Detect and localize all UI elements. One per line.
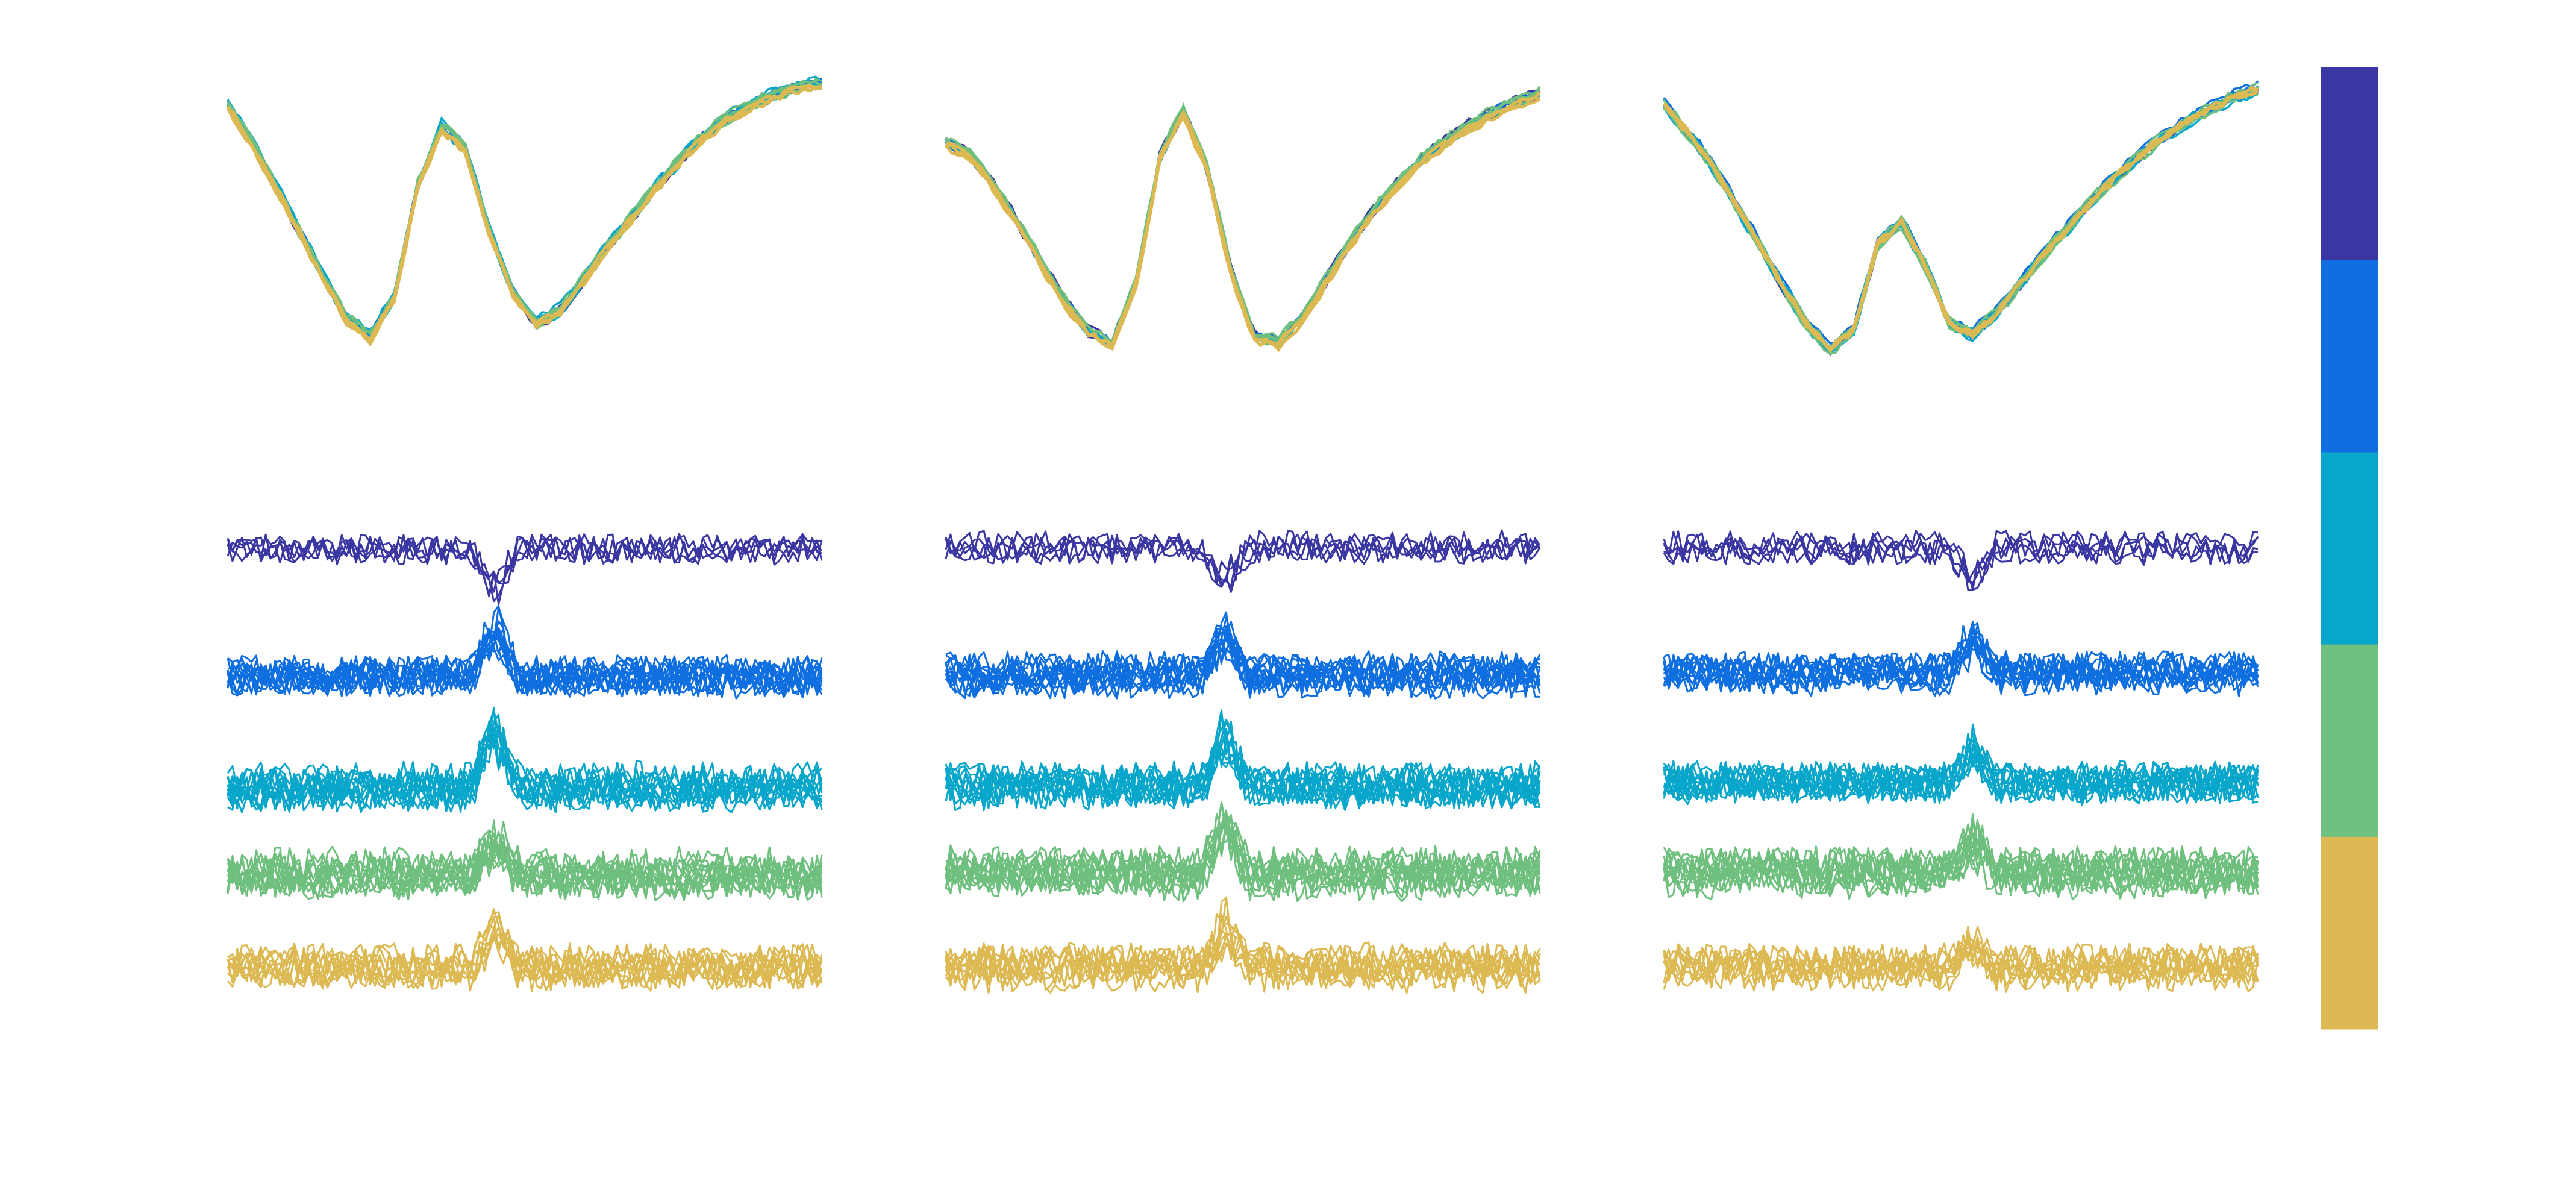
mean-waveform-trace	[1663, 81, 2259, 349]
panel-column-1	[226, 75, 823, 992]
trial-trace	[945, 721, 1541, 798]
trial-trace	[227, 723, 822, 801]
mean-waveform-overlay	[1662, 80, 2259, 356]
trial-trace	[227, 634, 823, 697]
trial-trace	[1663, 628, 2259, 697]
trial-traces-row-4	[1663, 813, 2259, 901]
trial-trace	[227, 932, 823, 989]
trial-trace	[227, 634, 823, 695]
trial-trace	[227, 924, 823, 989]
mean-waveform-trace	[1663, 86, 2259, 351]
trial-trace	[945, 913, 1541, 979]
trial-trace	[1663, 742, 2259, 801]
trial-trace	[1663, 538, 2259, 591]
trial-traces-row-1	[1663, 529, 2259, 591]
trial-trace	[1663, 939, 2259, 986]
mean-waveform-trace	[1663, 86, 2259, 351]
trial-traces-row-4	[945, 801, 1541, 903]
trial-traces-row-4	[227, 819, 823, 901]
trial-trace	[945, 631, 1541, 689]
mean-waveform-overlay	[226, 75, 823, 347]
colorbar-segment	[2321, 260, 2378, 453]
trial-traces-row-3	[945, 709, 1541, 812]
trial-trace	[227, 706, 823, 813]
mean-waveform-trace	[1663, 86, 2259, 350]
trial-trace	[227, 709, 823, 798]
mean-waveform-trace	[1663, 80, 2259, 345]
mean-waveform-trace	[1663, 86, 2259, 351]
trial-trace	[1663, 530, 2259, 589]
trial-trace	[945, 536, 1540, 588]
trial-traces-row-3	[227, 706, 823, 813]
trial-trace	[1663, 944, 2259, 993]
panels-layer	[226, 75, 2259, 994]
trial-trace	[1663, 838, 2259, 886]
mean-waveform-overlay	[945, 86, 1541, 352]
mean-waveform-trace	[1662, 87, 2259, 351]
trial-trace	[945, 811, 1541, 886]
trial-traces-row-2	[945, 611, 1541, 700]
trial-trace	[945, 536, 1541, 584]
trial-trace	[227, 605, 822, 689]
trial-trace	[945, 628, 1541, 695]
trial-trace	[1663, 621, 2259, 694]
mean-waveform-trace	[945, 91, 1541, 348]
trial-traces-row-5	[945, 896, 1541, 994]
colorbar-segment	[2321, 452, 2378, 645]
trial-traces-row-5	[1663, 926, 2259, 993]
mean-waveform-trace	[227, 87, 822, 341]
mean-waveform-trace	[945, 86, 1541, 345]
colorbar-segment	[2321, 67, 2378, 260]
trial-trace	[1663, 529, 2259, 583]
trial-traces-row-1	[945, 529, 1541, 593]
trial-trace	[1663, 926, 2259, 981]
trial-trace	[1663, 813, 2259, 886]
trial-trace	[227, 841, 823, 901]
mean-waveform-trace	[1663, 85, 2259, 350]
trial-trace	[1663, 745, 2259, 798]
colorbar-segment	[2321, 836, 2378, 1030]
trial-traces-row-3	[1663, 723, 2259, 806]
trial-trace	[945, 633, 1540, 700]
trial-traces-row-5	[227, 908, 823, 992]
mean-waveform-trace	[227, 84, 822, 342]
trial-trace	[227, 832, 823, 897]
trial-traces-row-2	[227, 605, 823, 700]
colorbar-segment	[2321, 644, 2378, 838]
mean-waveform-trace	[1662, 89, 2259, 353]
trial-trace	[945, 930, 1541, 983]
panel-column-2	[945, 86, 1541, 994]
trial-trace	[227, 841, 823, 901]
colorbar	[2321, 67, 2378, 1030]
trial-trace	[227, 720, 822, 813]
trial-trace	[227, 537, 823, 603]
trial-trace	[945, 721, 1540, 805]
trial-traces-row-2	[1663, 621, 2259, 697]
panel-column-3	[1662, 80, 2259, 993]
trial-trace	[945, 809, 1541, 885]
trial-trace	[227, 533, 822, 593]
mean-waveform-trace	[227, 85, 822, 340]
mean-waveform-trace	[1663, 86, 2259, 354]
trial-trace	[945, 529, 1541, 587]
trial-traces-row-1	[227, 533, 823, 605]
trial-trace	[1663, 641, 2259, 686]
